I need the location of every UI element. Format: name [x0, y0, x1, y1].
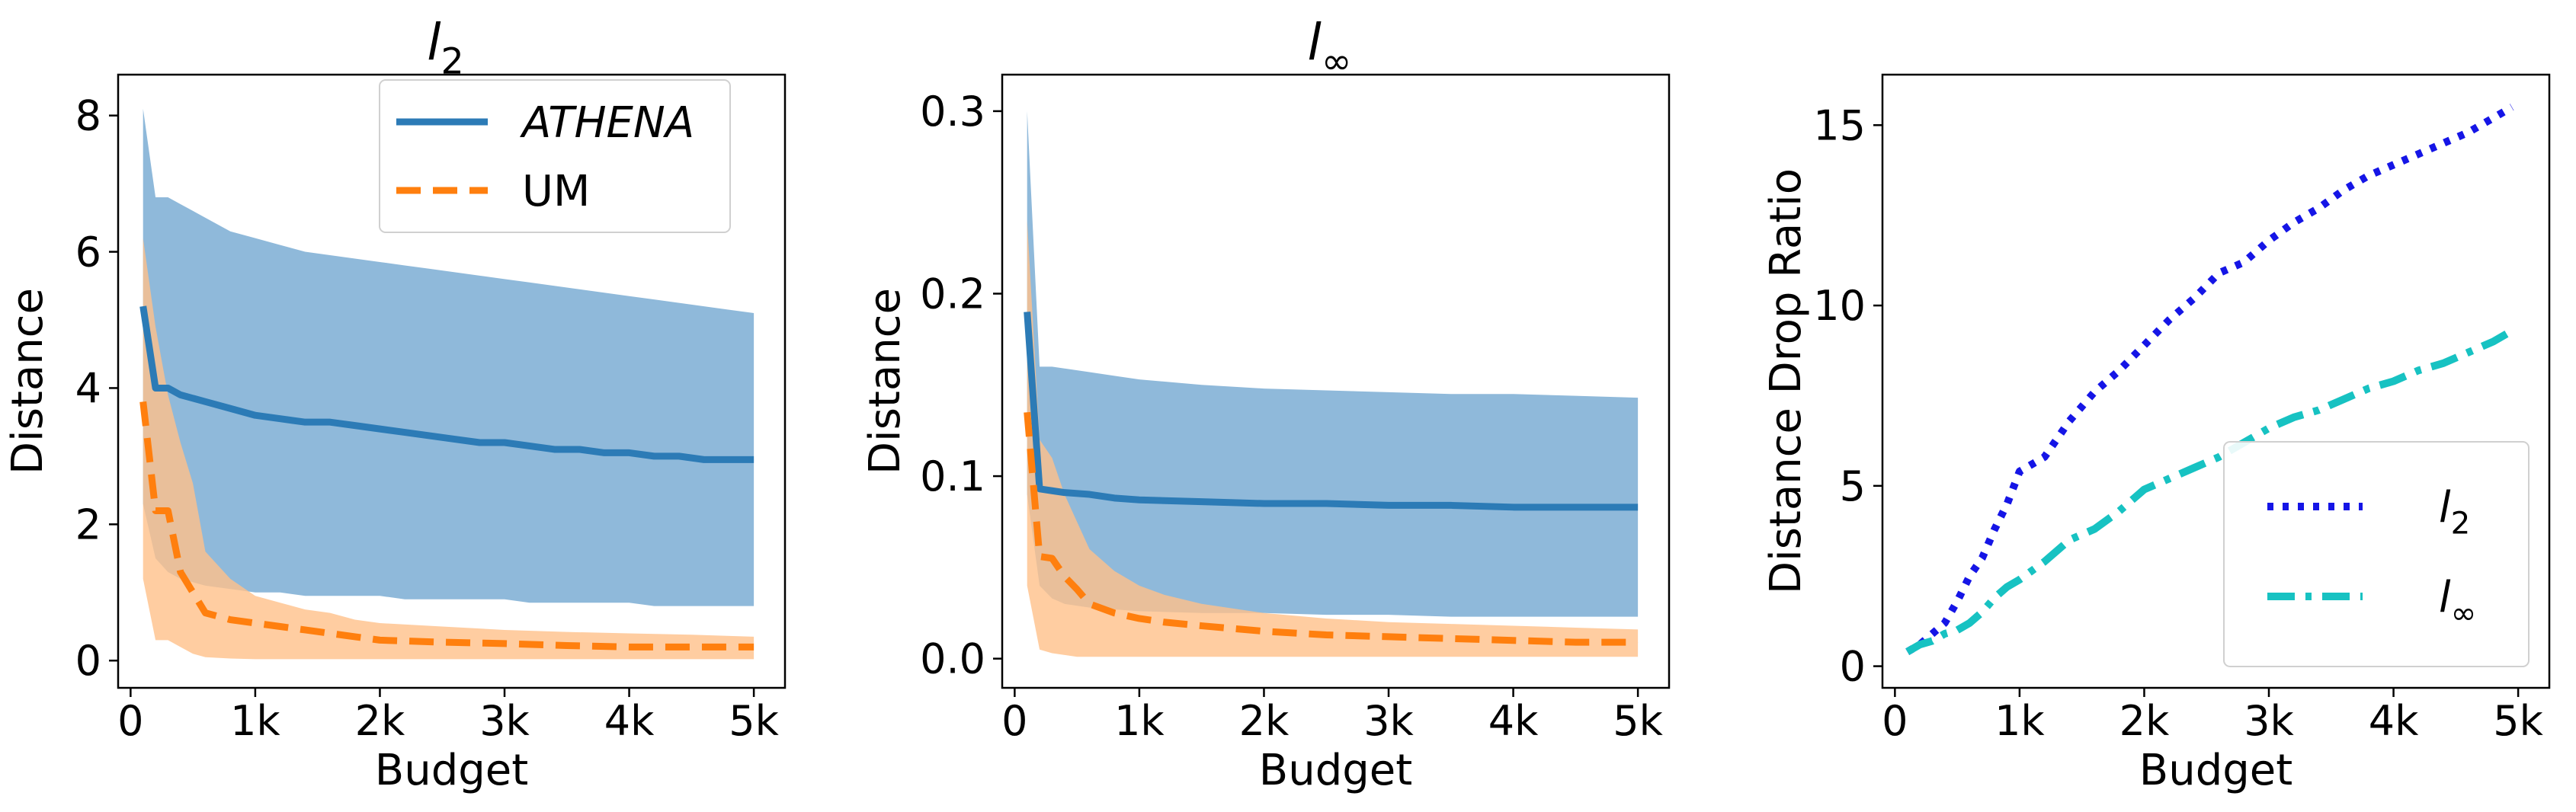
y-axis-label: Distance Drop Ratio — [1761, 168, 1811, 594]
x-tick-label: 3k — [2244, 697, 2294, 745]
x-tick-label: 3k — [1363, 697, 1414, 745]
x-axis-label: Budget — [375, 746, 528, 795]
legend-box — [379, 79, 731, 233]
y-axis-label: Distance — [860, 288, 910, 475]
legend-label-l2: l2 — [2439, 483, 2470, 542]
chart-title-main: l — [1308, 13, 1322, 72]
x-tick-label: 0 — [1001, 697, 1027, 745]
y-tick-label: 10 — [1813, 282, 1866, 330]
series-line-linf — [1905, 327, 2514, 655]
plot-area — [139, 108, 755, 660]
plot-area — [1024, 110, 1639, 657]
series-line-l2 — [1905, 104, 2514, 655]
axes-frame — [1881, 73, 2551, 689]
legend-label-linf: l∞ — [2439, 573, 2476, 631]
y-tick-label: 0.2 — [920, 270, 985, 318]
legend-label-l2-sub: 2 — [2451, 506, 2471, 542]
plot-area — [1905, 104, 2514, 655]
legend-label-linf-sub: ∞ — [2451, 596, 2477, 631]
legend: l2l∞ — [2223, 441, 2530, 667]
panel-linf-chart: 0 1k 2k 3k 4k 5k 0.0 0.1 0.2 0.3 Budget Distance l∞ — [860, 13, 1671, 795]
chart-title-sub: ∞ — [1322, 40, 1352, 82]
confidence-band-um — [143, 238, 755, 660]
legend-label-athena: ATHENA — [520, 98, 694, 148]
confidence-band-athena — [1027, 110, 1639, 617]
axes-frame — [117, 73, 787, 689]
axes-frame — [1001, 73, 1671, 689]
y-tick-label: 15 — [1813, 101, 1866, 149]
x-tick-label: 1k — [230, 697, 280, 745]
y-tick-label: 2 — [75, 500, 101, 548]
panel-drop-ratio-chart: 0 1k 2k 3k 4k 5k 0 5 10 15 Budget Distance Drop Rat… — [1761, 73, 2551, 795]
y-tick-label: 0.0 — [920, 635, 985, 683]
y-tick-label: 0.1 — [920, 452, 985, 500]
chart-title: l2 — [427, 13, 464, 82]
chart-title: l∞ — [1308, 13, 1352, 82]
confidence-band-athena — [143, 108, 755, 606]
x-tick-label: 3k — [479, 697, 530, 745]
x-tick-label: 5k — [1613, 697, 1663, 745]
x-tick-label: 0 — [1882, 697, 1908, 745]
x-tick-label: 5k — [729, 697, 779, 745]
legend-label-l2-main: l — [2439, 483, 2451, 532]
x-tick-label: 4k — [604, 697, 655, 745]
chart-title-main: l — [427, 13, 441, 72]
legend: ATHENA UM — [379, 79, 731, 233]
chart-title-sub: 2 — [441, 40, 464, 82]
confidence-band-um — [1027, 220, 1639, 657]
x-tick-label: 5k — [2493, 697, 2543, 745]
x-tick-label: 1k — [1114, 697, 1165, 745]
legend-label-linf-main: l — [2439, 573, 2451, 622]
x-axis-label: Budget — [2139, 746, 2292, 795]
x-tick-label: 0 — [117, 697, 143, 745]
x-axis-label: Budget — [1259, 746, 1412, 795]
y-tick-label: 8 — [75, 92, 101, 140]
x-tick-label: 2k — [355, 697, 405, 745]
y-tick-label: 0 — [1840, 643, 1866, 691]
x-tick-label: 2k — [2119, 697, 2170, 745]
legend-label-um: UM — [522, 167, 590, 216]
y-tick-label: 0.3 — [920, 88, 985, 136]
y-tick-label: 6 — [75, 229, 101, 277]
y-tick-label: 4 — [75, 364, 101, 412]
x-tick-label: 4k — [2369, 697, 2419, 745]
x-tick-label: 1k — [1994, 697, 2045, 745]
y-tick-label: 0 — [75, 637, 101, 685]
x-tick-label: 4k — [1488, 697, 1539, 745]
y-tick-label: 5 — [1840, 462, 1866, 510]
y-axis-label: Distance — [3, 288, 53, 475]
legend-box — [2223, 441, 2530, 667]
x-tick-label: 2k — [1239, 697, 1290, 745]
